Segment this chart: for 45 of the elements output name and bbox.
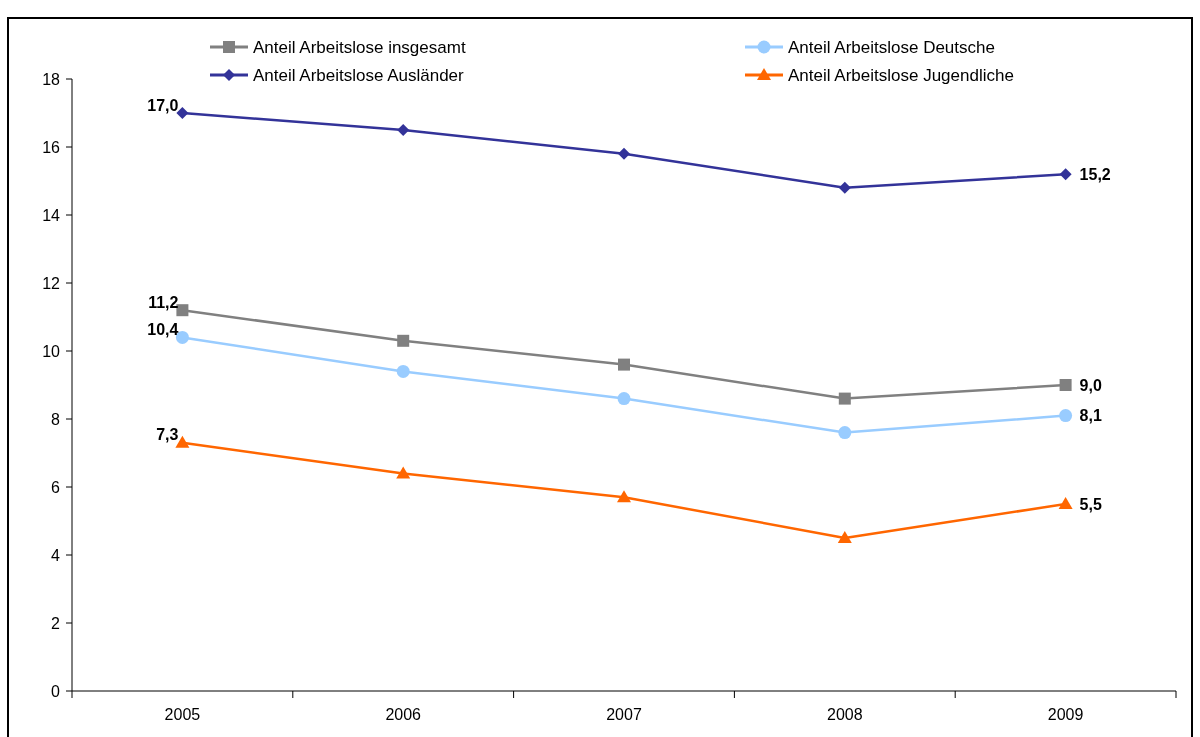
data-label: 11,2 <box>148 293 179 311</box>
point <box>838 426 852 440</box>
point <box>618 358 630 371</box>
y-tick-label: 14 <box>42 206 61 224</box>
x-tick-label: 2009 <box>1047 706 1084 723</box>
data-label: 8,1 <box>1079 407 1102 425</box>
legend-label: Anteil Arbeitslose insgesamt <box>253 37 466 57</box>
x-tick-label: 2006 <box>385 706 422 723</box>
legend-label: Anteil Arbeitslose Ausländer <box>253 65 465 85</box>
point <box>1059 168 1072 181</box>
point <box>837 531 852 543</box>
x-tick-label: 2008 <box>827 706 863 723</box>
point <box>1059 379 1072 391</box>
point <box>617 392 631 406</box>
y-tick-label: 0 <box>51 682 61 700</box>
data-label: 17,0 <box>147 96 179 114</box>
legend-label: Anteil Arbeitslose Deutsche <box>788 37 995 57</box>
point <box>176 304 189 317</box>
y-tick-label: 8 <box>51 410 61 428</box>
x-tick-label: 2007 <box>606 706 642 723</box>
point <box>838 392 851 405</box>
point <box>838 181 851 194</box>
point <box>396 466 411 479</box>
y-tick-label: 2 <box>51 614 61 632</box>
y-tick-label: 4 <box>51 546 61 564</box>
data-label: 10,4 <box>147 321 179 338</box>
data-label: 9,0 <box>1079 376 1102 394</box>
data-label: 15,2 <box>1079 165 1111 183</box>
y-tick-label: 16 <box>42 138 61 156</box>
x-tick-label: 2005 <box>164 706 201 723</box>
point <box>1059 409 1073 423</box>
y-tick-label: 10 <box>42 342 61 360</box>
point <box>397 334 410 347</box>
y-tick-label: 12 <box>42 274 61 292</box>
point <box>618 147 630 160</box>
point <box>397 124 410 136</box>
y-tick-label: 18 <box>42 70 61 88</box>
y-tick-label: 6 <box>51 478 61 496</box>
point <box>176 107 189 119</box>
data-label: 7,3 <box>156 426 179 444</box>
point <box>617 490 631 503</box>
point <box>396 364 410 378</box>
legend-label: Anteil Arbeitslose Jugendliche <box>788 65 1014 85</box>
data-label: 5,5 <box>1079 495 1102 513</box>
point <box>1058 497 1073 509</box>
